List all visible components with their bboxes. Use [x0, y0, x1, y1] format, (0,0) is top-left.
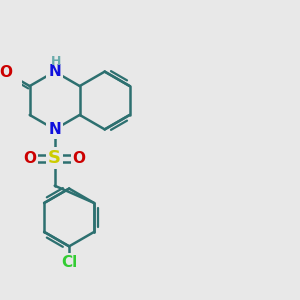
Text: O: O [73, 151, 86, 166]
Text: N: N [48, 122, 61, 137]
Text: O: O [0, 65, 12, 80]
Text: S: S [48, 149, 61, 167]
Text: O: O [24, 151, 37, 166]
Text: Cl: Cl [61, 255, 77, 270]
Text: H: H [51, 55, 61, 68]
Text: N: N [48, 64, 61, 79]
